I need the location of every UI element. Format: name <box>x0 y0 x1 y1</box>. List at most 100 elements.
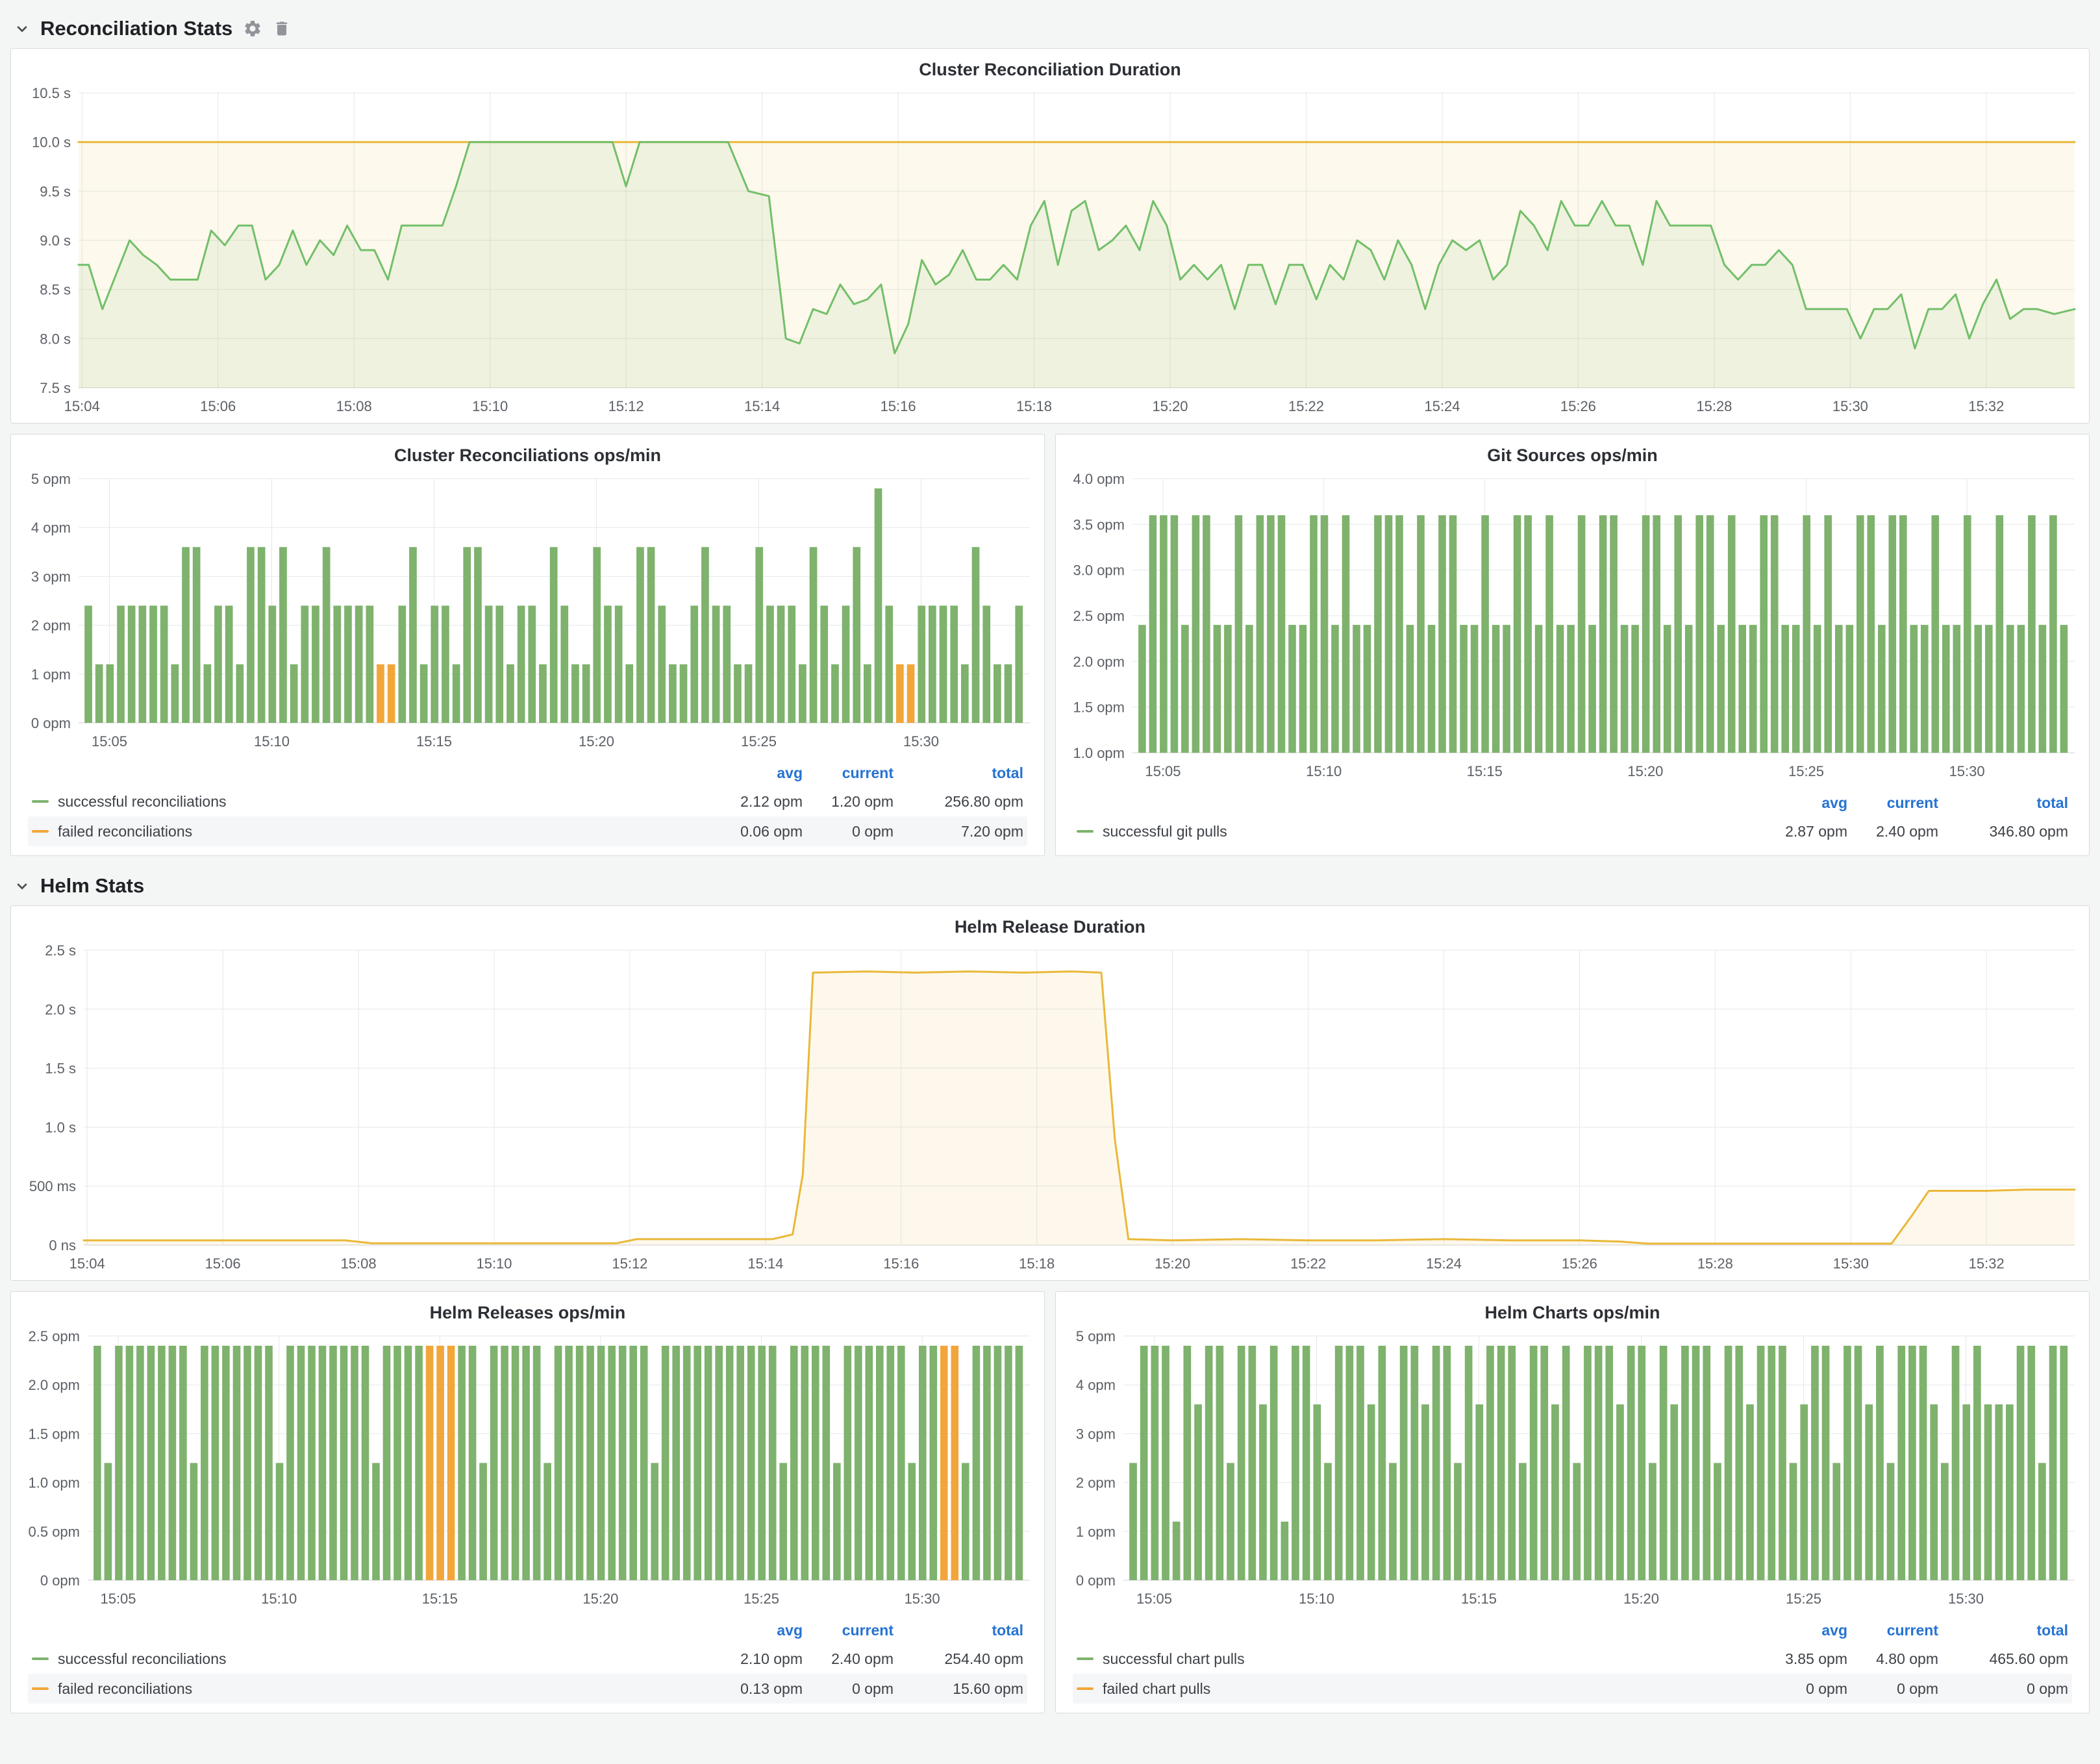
chart-helm-charts-opm[interactable]: 15:05 15:10 15:15 15:20 15:25 15:30 0 opm 1 opm… <box>1056 1326 2089 1615</box>
y-axis-tick-label: 3.0 opm <box>1073 562 1125 579</box>
legend-header-current[interactable]: current <box>842 1621 894 1639</box>
bar <box>1140 1346 1148 1581</box>
bar <box>138 605 147 724</box>
bar <box>801 1346 809 1581</box>
bar <box>1674 515 1682 753</box>
legend-header-total[interactable]: total <box>2036 794 2068 811</box>
bar <box>125 1346 134 1581</box>
section-header-helm-stats[interactable]: Helm Stats <box>10 866 2090 905</box>
bar <box>351 1346 358 1581</box>
x-axis-tick-label: 15:15 <box>416 733 452 750</box>
y-axis-tick-label: 7.5 s <box>40 380 71 396</box>
chart-cluster-reconciliations-opm[interactable]: 15:05 15:10 15:15 15:20 15:25 15:30 0 opm 1 opm… <box>11 468 1044 758</box>
panel-title-git-sources-opm[interactable]: Git Sources ops/min <box>1487 446 1658 465</box>
bar <box>1931 515 1940 753</box>
x-axis-tick-label: 15:16 <box>883 1255 919 1272</box>
x-axis-tick-label: 15:25 <box>1788 763 1824 779</box>
legend-series-toggle[interactable]: successful reconciliations <box>28 1650 670 1668</box>
legend-header-current[interactable]: current <box>1886 1621 1938 1639</box>
x-axis-tick-label: 15:15 <box>422 1591 458 1607</box>
panel-title-helm-release-duration[interactable]: Helm Release Duration <box>954 917 1146 937</box>
legend-header-row: avg current total <box>28 1617 1027 1644</box>
legend-header-current[interactable]: current <box>842 764 894 781</box>
bar <box>190 1463 198 1581</box>
bar <box>1878 625 1886 753</box>
bar <box>1015 605 1023 724</box>
bar <box>2049 515 2057 753</box>
bar <box>1267 515 1275 753</box>
section-title-reconciliation-stats: Reconciliation Stats <box>40 17 233 40</box>
bar <box>463 547 471 724</box>
legend-series-toggle[interactable]: successful chart pulls <box>1073 1650 1715 1668</box>
legend-header-total[interactable]: total <box>992 764 1023 781</box>
bar <box>322 547 331 724</box>
bar <box>694 1346 701 1581</box>
y-axis-tick-label: 2.5 opm <box>29 1328 81 1344</box>
chart-helm-release-duration[interactable]: 15:04 15:06 15:08 15:10 15:12 15:14 15:16 15:18… <box>11 940 2089 1280</box>
y-axis-tick-label: 0 ns <box>49 1237 76 1254</box>
legend-series-toggle[interactable]: successful git pulls <box>1073 823 1715 840</box>
y-axis-tick-label: 9.5 s <box>40 184 71 200</box>
bar <box>1942 625 1950 753</box>
legend-series-toggle[interactable]: failed reconciliations <box>28 823 670 840</box>
bar <box>1995 515 2004 753</box>
x-axis-tick-label: 15:20 <box>1623 1591 1659 1607</box>
bar <box>1004 664 1012 724</box>
x-axis-tick-label: 15:25 <box>1786 1591 1821 1607</box>
legend-header-current[interactable]: current <box>1886 794 1938 811</box>
bar <box>833 1463 841 1581</box>
y-axis-tick-label: 1.5 opm <box>29 1426 81 1443</box>
bar <box>1588 625 1596 753</box>
legend-header-avg[interactable]: avg <box>777 1621 803 1639</box>
bar <box>723 605 731 724</box>
bar <box>1203 515 1210 753</box>
legend-header-total[interactable]: total <box>2036 1621 2068 1639</box>
bar <box>1908 1346 1916 1581</box>
gear-icon[interactable] <box>243 19 262 38</box>
legend-avg-value: 0 opm <box>1806 1680 1847 1697</box>
x-axis-tick-label: 15:25 <box>741 733 777 750</box>
x-axis-tick-label: 15:30 <box>903 733 939 750</box>
legend-series-toggle[interactable]: failed reconciliations <box>28 1680 670 1698</box>
legend-header-avg[interactable]: avg <box>777 764 803 781</box>
legend-row: successful chart pulls 3.85 opm 4.80 opm 46… <box>1073 1644 2072 1674</box>
legend-header-avg[interactable]: avg <box>1821 1621 1847 1639</box>
legend-header-row: avg current total <box>1073 1617 2072 1644</box>
bar <box>1749 625 1757 753</box>
bar <box>268 605 277 724</box>
bar <box>855 1346 862 1581</box>
bar <box>431 605 439 724</box>
bar <box>382 1346 391 1581</box>
panel-title-helm-charts-opm[interactable]: Helm Charts ops/min <box>1484 1303 1660 1322</box>
x-axis-tick-label: 15:10 <box>1306 763 1342 779</box>
y-axis-tick-label: 0 opm <box>1076 1572 1116 1589</box>
bar <box>799 664 806 724</box>
legend-avg-value: 2.12 opm <box>740 792 803 810</box>
bar <box>1735 1346 1744 1581</box>
panel-title-cluster-reconciliation-duration[interactable]: Cluster Reconciliation Duration <box>919 60 1181 79</box>
chart-helm-releases-opm[interactable]: 15:05 15:10 15:15 15:20 15:25 15:30 0 opm 0.5 o… <box>11 1326 1044 1615</box>
legend-series-toggle[interactable]: failed chart pulls <box>1073 1680 1715 1698</box>
trash-icon[interactable] <box>273 19 291 38</box>
y-axis-tick-label: 0 opm <box>31 715 71 731</box>
y-axis-tick-label: 5 opm <box>1076 1328 1116 1344</box>
bar <box>549 547 558 724</box>
y-axis-tick-label: 2 opm <box>31 618 71 634</box>
bar <box>2006 1404 2014 1581</box>
bar <box>1194 1404 1202 1581</box>
chart-cluster-reconciliation-duration[interactable]: 15:04 15:06 15:08 15:10 15:12 15:14 15:16 15:18… <box>11 82 2089 423</box>
legend-series-toggle[interactable]: successful reconciliations <box>28 793 670 811</box>
x-axis-tick-label: 15:05 <box>1145 763 1181 779</box>
section-header-reconciliation-stats[interactable]: Reconciliation Stats <box>10 9 2090 48</box>
panel-title-helm-releases-opm[interactable]: Helm Releases ops/min <box>429 1303 626 1322</box>
x-axis-tick-label: 15:05 <box>1136 1591 1172 1607</box>
panel-title-cluster-reconciliations-opm[interactable]: Cluster Reconciliations ops/min <box>394 446 662 465</box>
legend-header-avg[interactable]: avg <box>1821 794 1847 811</box>
row-helm-duration: Helm Release Duration 15:04 15:06 15:08 15:… <box>10 905 2090 1281</box>
legend-header-total[interactable]: total <box>992 1621 1023 1639</box>
bar <box>1746 1404 1754 1581</box>
chart-git-sources-opm[interactable]: 15:05 15:10 15:15 15:20 15:25 15:30 1.0 opm 1.5… <box>1056 468 2089 788</box>
legend-series-label: failed reconciliations <box>58 1680 193 1697</box>
bar <box>876 1346 884 1581</box>
bar <box>308 1346 316 1581</box>
